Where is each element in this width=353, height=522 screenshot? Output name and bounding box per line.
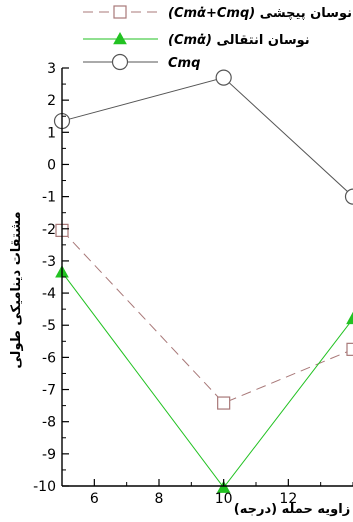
data-point-2-2 — [344, 188, 353, 205]
data-point-1-2 — [346, 311, 353, 325]
legend-marker-0 — [113, 5, 127, 19]
series-line-2 — [61, 77, 353, 197]
y-tick-label-7: -4 — [42, 286, 56, 302]
y-tick-label-13: -10 — [33, 479, 56, 495]
legend-formula-0: (Cmα̇+Cmq) — [168, 6, 255, 21]
y-tick-label-5: -2 — [42, 222, 56, 238]
legend-formula-2: Cmq — [168, 56, 200, 71]
y-tick-label-3: 0 — [47, 157, 56, 173]
y-tick-label-1: 2 — [47, 93, 56, 109]
data-point-0-1 — [217, 396, 231, 410]
data-point-1-1 — [216, 480, 231, 493]
data-point-2-1 — [215, 69, 232, 86]
y-tick-label-9: -6 — [42, 350, 56, 366]
y-tick-label-4: -1 — [42, 190, 56, 206]
legend-name-1: نوسان انتقالی — [212, 33, 310, 48]
legend-marker-1 — [113, 31, 127, 45]
legend: (Cmα̇+Cmq) نوسان پیچشی (Cmα̇) نوسان انتقا… — [83, 5, 352, 71]
y-tick-label-8: -5 — [42, 318, 56, 334]
legend-name-0: نوسان پیچشی — [255, 6, 352, 21]
plot-area — [53, 69, 353, 493]
series-line-0 — [61, 230, 353, 404]
x-tick-label-3: 12 — [279, 491, 297, 507]
legend-label-0: (Cmα̇+Cmq) نوسان پیچشی — [168, 6, 352, 21]
legend-label-2: Cmq — [168, 56, 200, 71]
legend-marker-2 — [111, 53, 129, 71]
data-point-0-2 — [346, 342, 353, 356]
y-tick-label-0: 3 — [47, 61, 56, 77]
series-line-1 — [61, 271, 353, 489]
x-tick-label-2: 10 — [215, 491, 233, 507]
x-tick-label-0: 6 — [90, 491, 99, 507]
legend-formula-1: (Cmα̇) — [168, 33, 212, 48]
x-axis-label: زاویه حمله (درجه) — [234, 502, 350, 517]
y-axis-label: مشتقات دینامیکی طولی — [9, 211, 24, 368]
y-tick-label-11: -8 — [42, 415, 56, 431]
y-tick-label-10: -7 — [42, 383, 56, 399]
y-tick-label-2: 1 — [47, 125, 56, 141]
y-tick-label-12: -9 — [42, 447, 56, 463]
y-tick-label-6: -3 — [42, 254, 56, 270]
legend-label-1: (Cmα̇) نوسان انتقالی — [168, 33, 310, 48]
x-tick-label-1: 8 — [155, 491, 164, 507]
